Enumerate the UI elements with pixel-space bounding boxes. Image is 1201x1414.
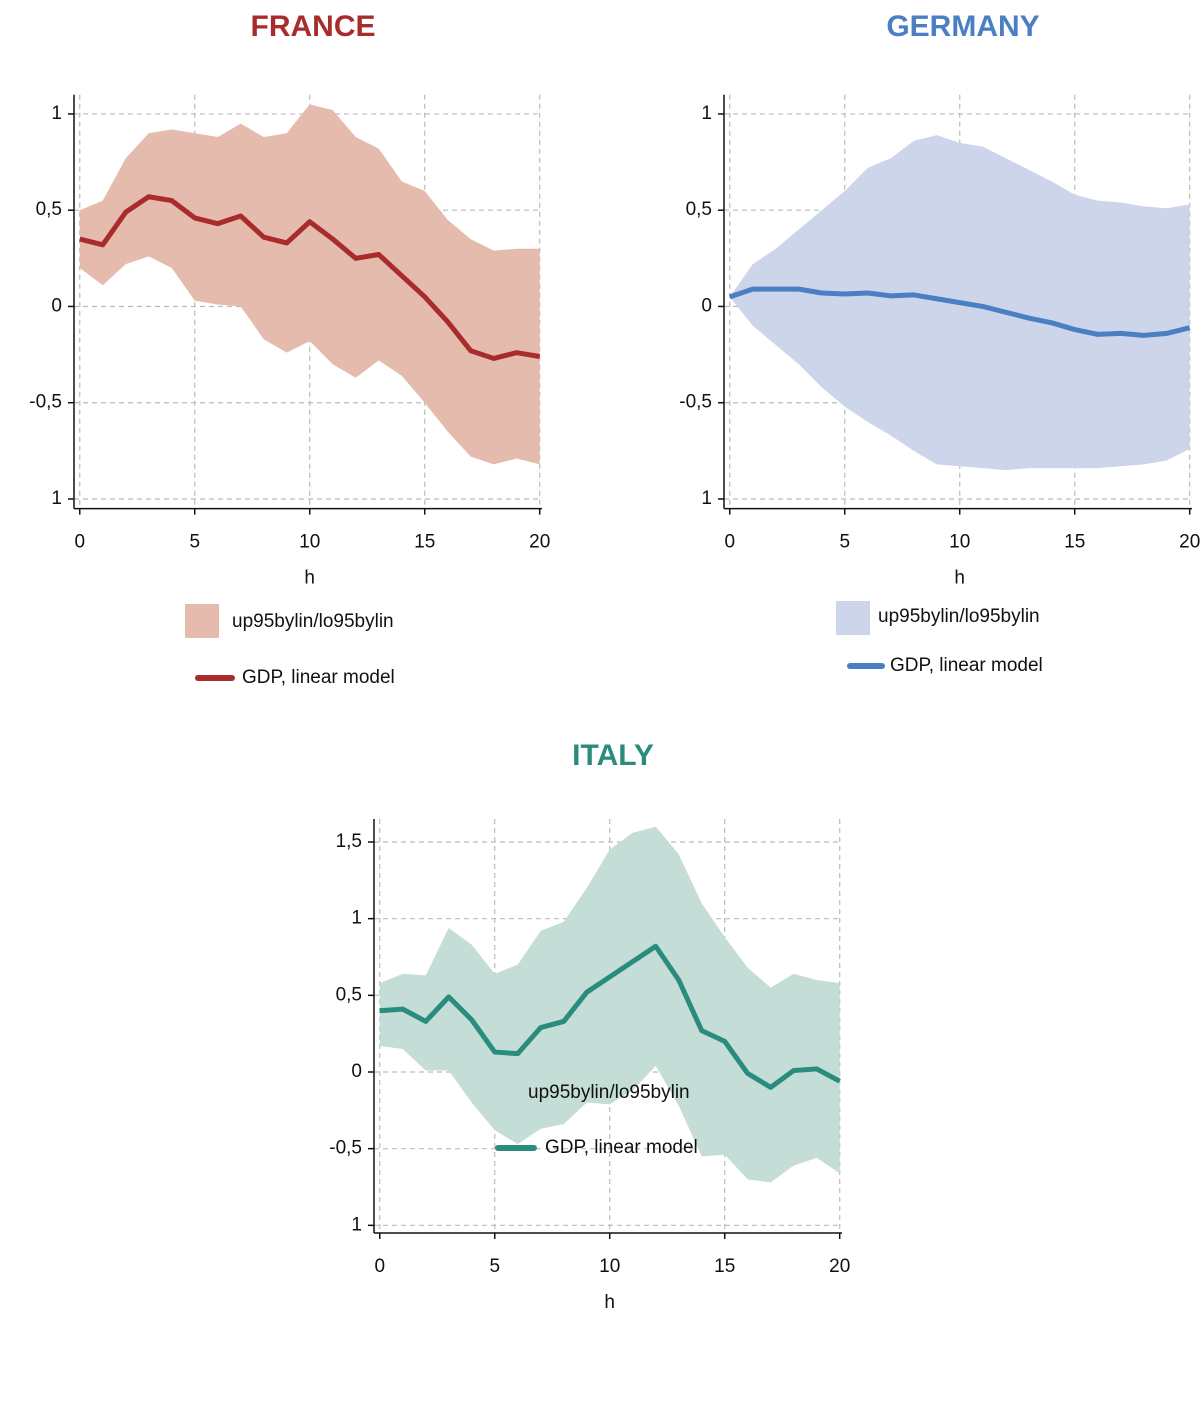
x-tick-label: 5 [489, 1256, 500, 1277]
legend-swatch [488, 1076, 522, 1110]
gdp-line [379, 943, 841, 1090]
x-tick-label: 15 [1064, 532, 1085, 553]
legend-swatch [185, 604, 219, 638]
y-tick-label: 0 [351, 1061, 362, 1082]
y-tick-label: 1 [351, 908, 362, 929]
x-tick-label: 15 [714, 1256, 735, 1277]
y-tick-label: 1 [351, 1214, 362, 1235]
x-tick-label: 20 [529, 532, 550, 553]
y-tick-label: 1 [701, 488, 712, 509]
x-tick-label: 20 [829, 1256, 850, 1277]
y-tick-label: -0,5 [29, 392, 62, 413]
x-axis-label: h [954, 568, 965, 589]
legend-label: up95bylin/lo95bylin [528, 1082, 690, 1103]
x-tick-label: 10 [949, 532, 970, 553]
y-tick-label: 0 [701, 295, 712, 316]
x-tick-label: 15 [414, 532, 435, 553]
x-axis-label: h [604, 1292, 615, 1313]
y-tick-label: 1,5 [336, 831, 362, 852]
legend-label: GDP, linear model [545, 1137, 698, 1158]
y-tick-label: 1 [701, 103, 712, 124]
y-tick-label: 0,5 [336, 984, 362, 1005]
chart-title: ITALY [572, 739, 654, 772]
y-tick-label: 0,5 [36, 199, 62, 220]
chart-title: FRANCE [251, 10, 376, 43]
legend-label: GDP, linear model [890, 655, 1043, 676]
legend-swatch [836, 601, 870, 635]
x-tick-label: 0 [724, 532, 735, 553]
x-tick-label: 5 [839, 532, 850, 553]
x-tick-label: 10 [299, 532, 320, 553]
x-tick-label: 5 [189, 532, 200, 553]
x-tick-label: 20 [1179, 532, 1200, 553]
legend-label: up95bylin/lo95bylin [878, 606, 1040, 627]
gdp-line [728, 286, 1191, 338]
y-tick-label: 0 [51, 295, 62, 316]
legend-label: up95bylin/lo95bylin [232, 611, 394, 632]
confidence-band [79, 104, 540, 465]
y-tick-label: -0,5 [329, 1138, 362, 1159]
chart-title: GERMANY [886, 10, 1039, 43]
x-tick-label: 0 [374, 1256, 385, 1277]
y-tick-label: 0,5 [686, 199, 712, 220]
y-tick-label: -0,5 [679, 392, 712, 413]
legend-label: GDP, linear model [242, 667, 395, 688]
y-tick-label: 1 [51, 488, 62, 509]
y-tick-label: 1 [51, 103, 62, 124]
gdp-line [79, 194, 541, 361]
x-tick-label: 0 [74, 532, 85, 553]
x-axis-label: h [304, 568, 315, 589]
x-tick-label: 10 [599, 1256, 620, 1277]
